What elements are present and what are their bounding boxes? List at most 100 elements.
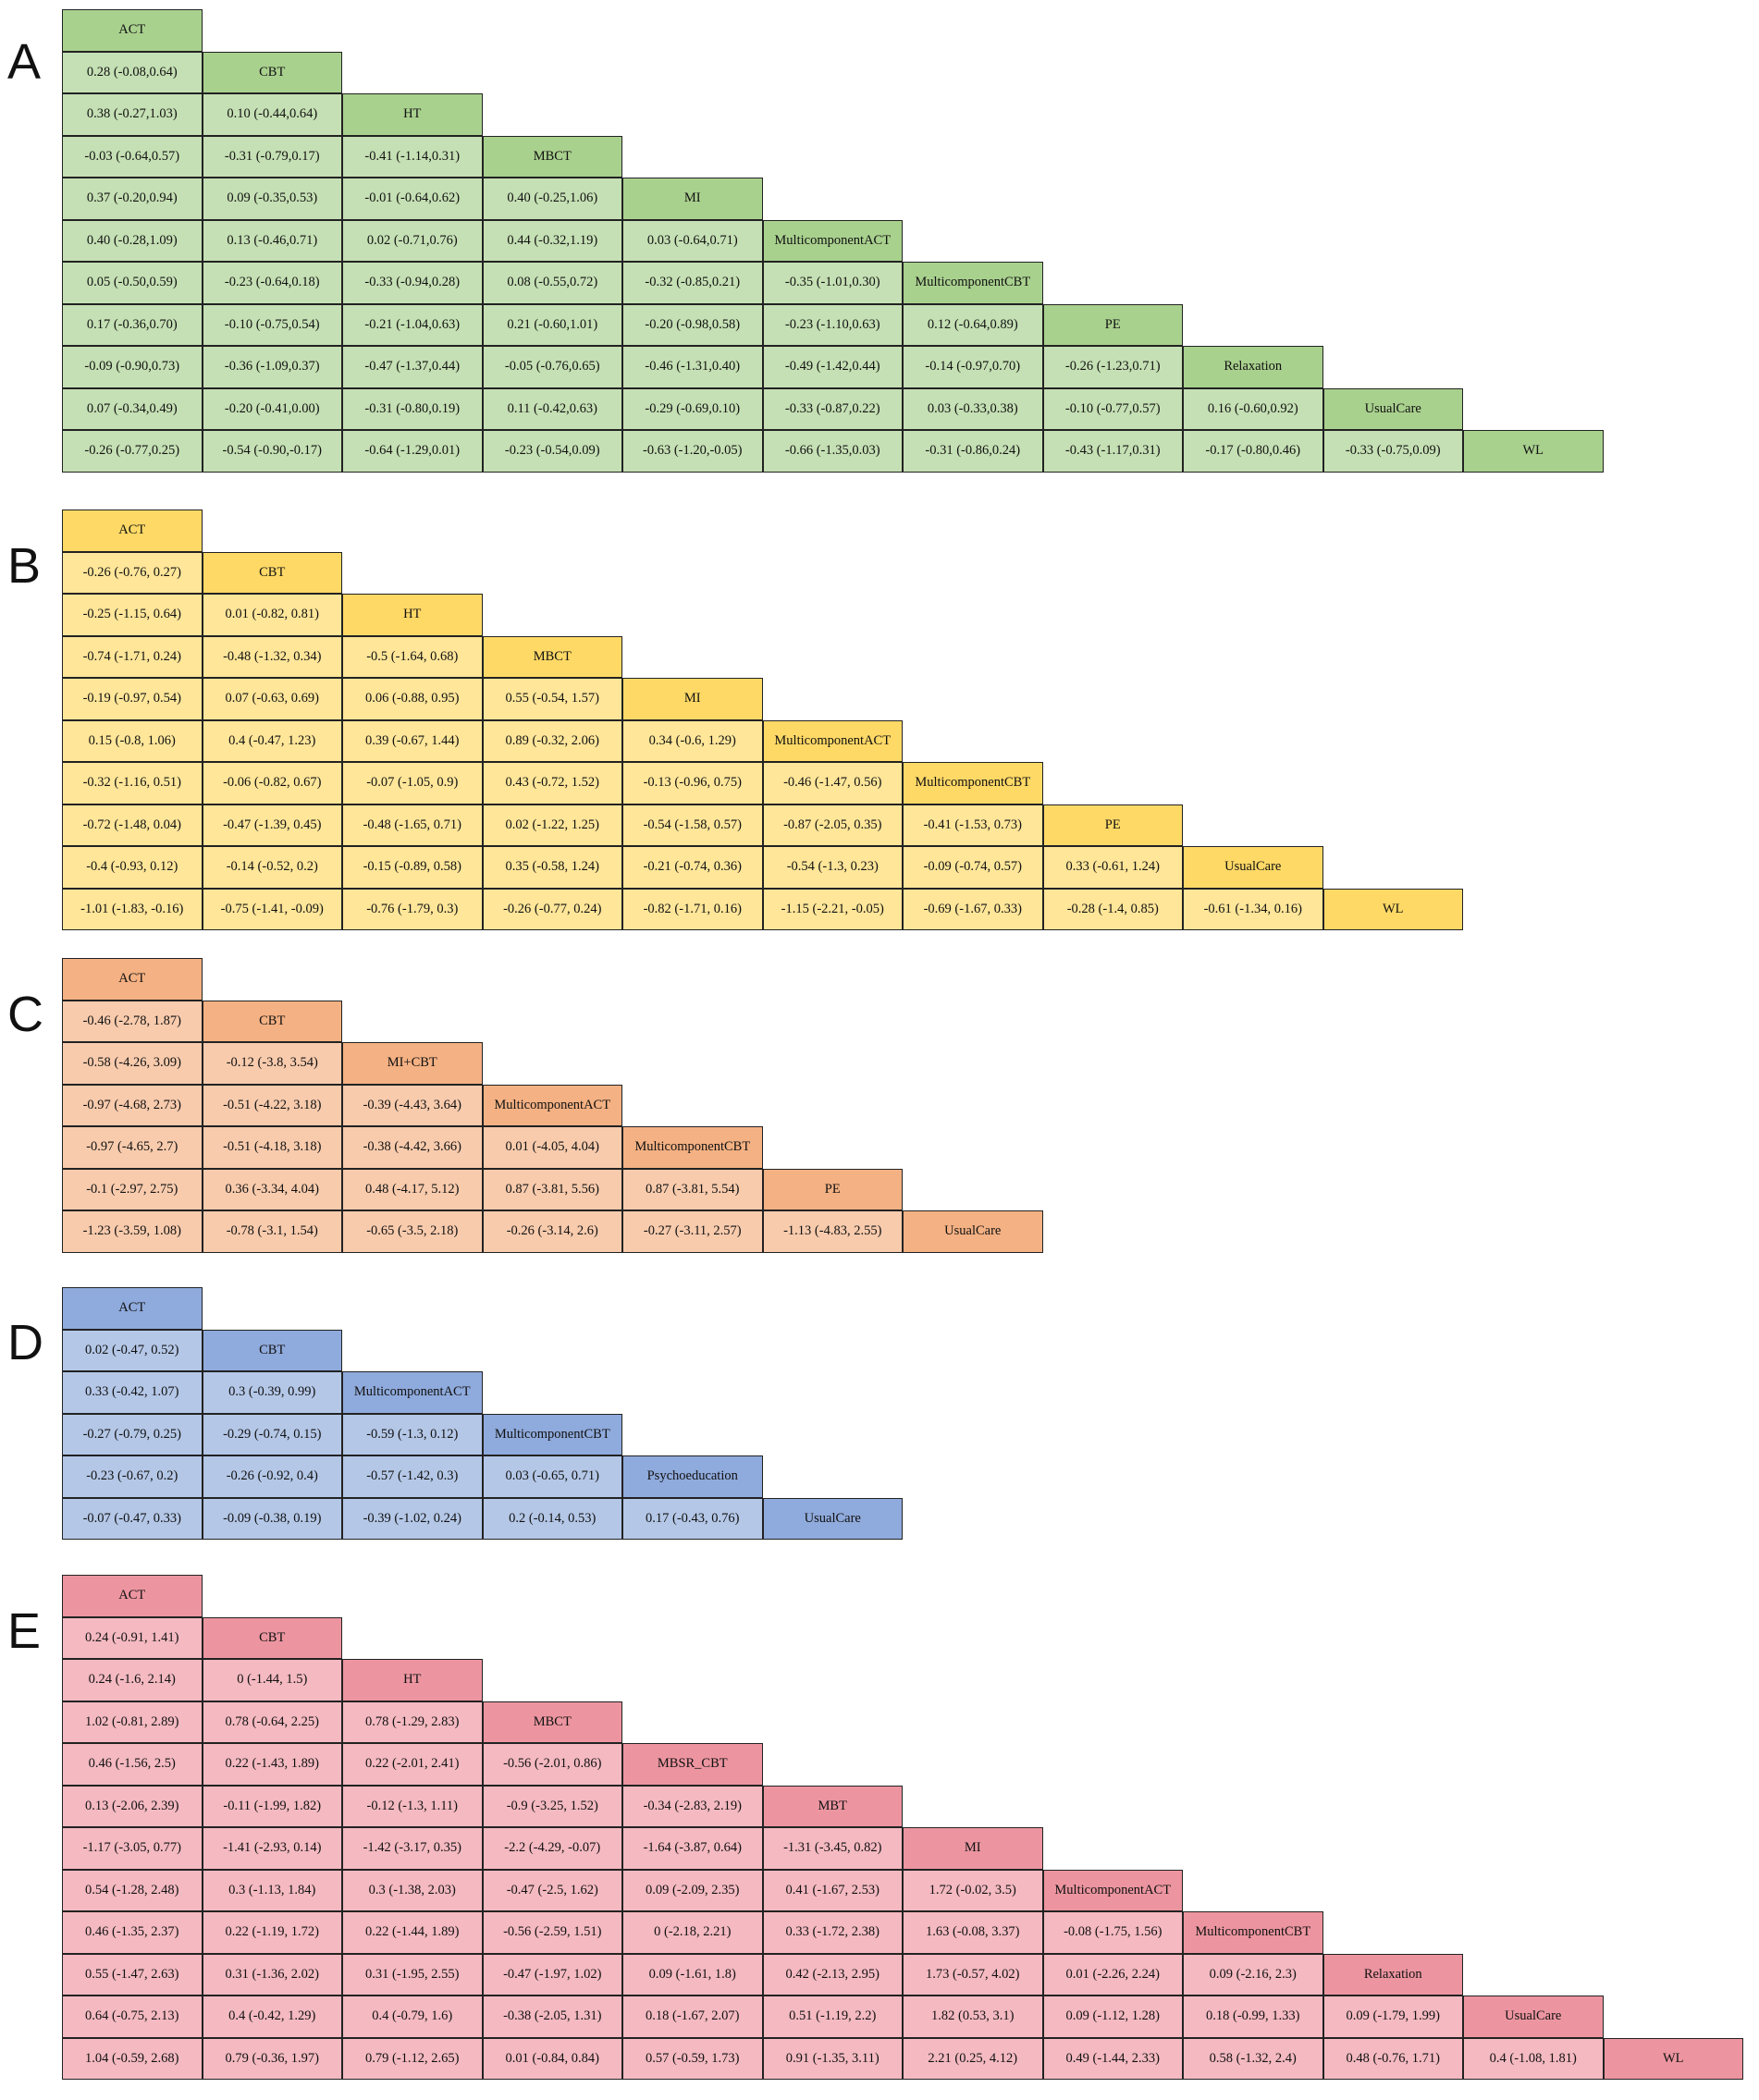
comparison-cell: 0.06 (-0.88, 0.95) — [342, 678, 483, 720]
treatment-label: HT — [342, 594, 483, 636]
comparison-cell: -0.01 (-0.64,0.62) — [342, 178, 483, 220]
comparison-cell: 0.17 (-0.43, 0.76) — [622, 1497, 763, 1540]
comparison-cell: 0.07 (-0.63, 0.69) — [202, 678, 342, 720]
comparison-cell: -0.38 (-4.42, 3.66) — [342, 1126, 483, 1169]
comparison-cell: -0.48 (-1.32, 0.34) — [202, 635, 342, 678]
comparison-cell: 0.03 (-0.65, 0.71) — [482, 1455, 622, 1498]
comparison-cell: -0.10 (-0.77,0.57) — [1042, 387, 1183, 430]
comparison-cell: 2.21 (0.25, 4.12) — [903, 2037, 1043, 2080]
treatment-label: Relaxation — [1322, 1953, 1463, 1996]
treatment-label: PE — [1042, 303, 1183, 346]
comparison-cell: -0.09 (-0.74, 0.57) — [903, 846, 1043, 889]
comparison-cell: 0.31 (-1.95, 2.55) — [342, 1953, 483, 1996]
comparison-cell: 0.37 (-0.20,0.94) — [62, 178, 203, 220]
comparison-cell: 0.3 (-1.38, 2.03) — [342, 1869, 483, 1911]
treatment-label: UsualCare — [1322, 387, 1463, 430]
comparison-cell: -0.06 (-0.82, 0.67) — [202, 762, 342, 804]
comparison-cell: -0.09 (-0.90,0.73) — [62, 346, 203, 388]
treatment-label: CBT — [202, 1000, 342, 1042]
comparison-cell: -0.1 (-2.97, 2.75) — [62, 1168, 203, 1210]
comparison-cell: -0.63 (-1.20,-0.05) — [622, 430, 763, 473]
comparison-cell: -0.23 (-0.54,0.09) — [482, 430, 622, 473]
comparison-cell: -0.48 (-1.65, 0.71) — [342, 804, 483, 846]
treatment-label: ACT — [62, 1575, 203, 1617]
treatment-label: UsualCare — [762, 1497, 903, 1540]
comparison-cell: 0.33 (-1.72, 2.38) — [762, 1911, 903, 1954]
treatment-label: MulticomponentCBT — [1183, 1911, 1323, 1954]
comparison-cell: 0.35 (-0.58, 1.24) — [482, 846, 622, 889]
comparison-cell: -0.20 (-0.41,0.00) — [202, 387, 342, 430]
comparison-cell: -0.39 (-1.02, 0.24) — [342, 1497, 483, 1540]
comparison-cell: 0.11 (-0.42,0.63) — [482, 387, 622, 430]
comparison-cell: 0.16 (-0.60,0.92) — [1183, 387, 1323, 430]
comparison-cell: 0.58 (-1.32, 2.4) — [1183, 2037, 1323, 2080]
panel-label-b: B — [7, 538, 42, 594]
comparison-cell: -0.47 (-1.37,0.44) — [342, 346, 483, 388]
treatment-label: WL — [1463, 430, 1604, 473]
comparison-cell: -0.59 (-1.3, 0.12) — [342, 1413, 483, 1455]
comparison-cell: -0.51 (-4.18, 3.18) — [202, 1126, 342, 1169]
comparison-cell: 0.34 (-0.6, 1.29) — [622, 719, 763, 762]
treatment-label: UsualCare — [1183, 846, 1323, 889]
comparison-cell: 0.02 (-1.22, 1.25) — [482, 804, 622, 846]
comparison-cell: 0.24 (-1.6, 2.14) — [62, 1659, 203, 1701]
comparison-cell: 0.78 (-0.64, 2.25) — [202, 1701, 342, 1743]
comparison-cell: 0.01 (-4.05, 4.04) — [482, 1126, 622, 1169]
comparison-cell: 0.01 (-2.26, 2.24) — [1042, 1953, 1183, 1996]
comparison-cell: 0.22 (-2.01, 2.41) — [342, 1743, 483, 1786]
treatment-label: MulticomponentACT — [342, 1371, 483, 1414]
comparison-cell: 0.48 (-4.17, 5.12) — [342, 1168, 483, 1210]
treatment-label: MulticomponentACT — [762, 719, 903, 762]
comparison-cell: 1.72 (-0.02, 3.5) — [903, 1869, 1043, 1911]
comparison-cell: -0.74 (-1.71, 0.24) — [62, 635, 203, 678]
comparison-cell: -1.13 (-4.83, 2.55) — [762, 1210, 903, 1253]
comparison-cell: 0.09 (-2.09, 2.35) — [622, 1869, 763, 1911]
comparison-cell: -0.4 (-0.93, 0.12) — [62, 846, 203, 889]
comparison-cell: -1.42 (-3.17, 0.35) — [342, 1827, 483, 1870]
comparison-cell: 0.79 (-0.36, 1.97) — [202, 2037, 342, 2080]
comparison-cell: -0.26 (-1.23,0.71) — [1042, 346, 1183, 388]
comparison-cell: 0.15 (-0.8, 1.06) — [62, 719, 203, 762]
comparison-cell: -0.33 (-0.75,0.09) — [1322, 430, 1463, 473]
comparison-cell: -0.08 (-1.75, 1.56) — [1042, 1911, 1183, 1954]
comparison-cell: 1.63 (-0.08, 3.37) — [903, 1911, 1043, 1954]
comparison-cell: 0 (-2.18, 2.21) — [622, 1911, 763, 1954]
treatment-label: Psychoeducation — [622, 1455, 763, 1498]
comparison-cell: -0.28 (-1.4, 0.85) — [1042, 888, 1183, 930]
treatment-label: MulticomponentACT — [482, 1084, 622, 1126]
comparison-cell: 0.78 (-1.29, 2.83) — [342, 1701, 483, 1743]
comparison-cell: -0.31 (-0.86,0.24) — [903, 430, 1043, 473]
comparison-cell: -0.33 (-0.94,0.28) — [342, 262, 483, 304]
treatment-label: MulticomponentCBT — [903, 762, 1043, 804]
comparison-cell: -0.54 (-1.3, 0.23) — [762, 846, 903, 889]
comparison-cell: -0.58 (-4.26, 3.09) — [62, 1042, 203, 1085]
comparison-cell: -0.05 (-0.76,0.65) — [482, 346, 622, 388]
comparison-cell: -0.5 (-1.64, 0.68) — [342, 635, 483, 678]
comparison-cell: 0.22 (-1.19, 1.72) — [202, 1911, 342, 1954]
comparison-cell: 0.40 (-0.25,1.06) — [482, 178, 622, 220]
comparison-cell: -0.10 (-0.75,0.54) — [202, 303, 342, 346]
comparison-cell: -0.39 (-4.43, 3.64) — [342, 1084, 483, 1126]
comparison-cell: 0.48 (-0.76, 1.71) — [1322, 2037, 1463, 2080]
comparison-cell: 1.73 (-0.57, 4.02) — [903, 1953, 1043, 1996]
treatment-label: PE — [1042, 804, 1183, 846]
comparison-cell: 0.43 (-0.72, 1.52) — [482, 762, 622, 804]
comparison-cell: 0.09 (-1.12, 1.28) — [1042, 1996, 1183, 2038]
comparison-cell: 0.87 (-3.81, 5.54) — [622, 1168, 763, 1210]
comparison-cell: -1.01 (-1.83, -0.16) — [62, 888, 203, 930]
comparison-cell: 0.49 (-1.44, 2.33) — [1042, 2037, 1183, 2080]
treatment-label: Relaxation — [1183, 346, 1323, 388]
comparison-cell: 0.79 (-1.12, 2.65) — [342, 2037, 483, 2080]
comparison-cell: 1.04 (-0.59, 2.68) — [62, 2037, 203, 2080]
comparison-cell: 0.17 (-0.36,0.70) — [62, 303, 203, 346]
comparison-cell: -0.17 (-0.80,0.46) — [1183, 430, 1323, 473]
comparison-cell: -0.14 (-0.52, 0.2) — [202, 846, 342, 889]
treatment-label: MI — [903, 1827, 1043, 1870]
comparison-cell: -0.26 (-0.76, 0.27) — [62, 551, 203, 594]
comparison-cell: -0.25 (-1.15, 0.64) — [62, 594, 203, 636]
comparison-cell: -0.07 (-1.05, 0.9) — [342, 762, 483, 804]
comparison-cell: 0.36 (-3.34, 4.04) — [202, 1168, 342, 1210]
comparison-cell: -0.27 (-0.79, 0.25) — [62, 1413, 203, 1455]
comparison-cell: -0.07 (-0.47, 0.33) — [62, 1497, 203, 1540]
treatment-label: CBT — [202, 1616, 342, 1659]
